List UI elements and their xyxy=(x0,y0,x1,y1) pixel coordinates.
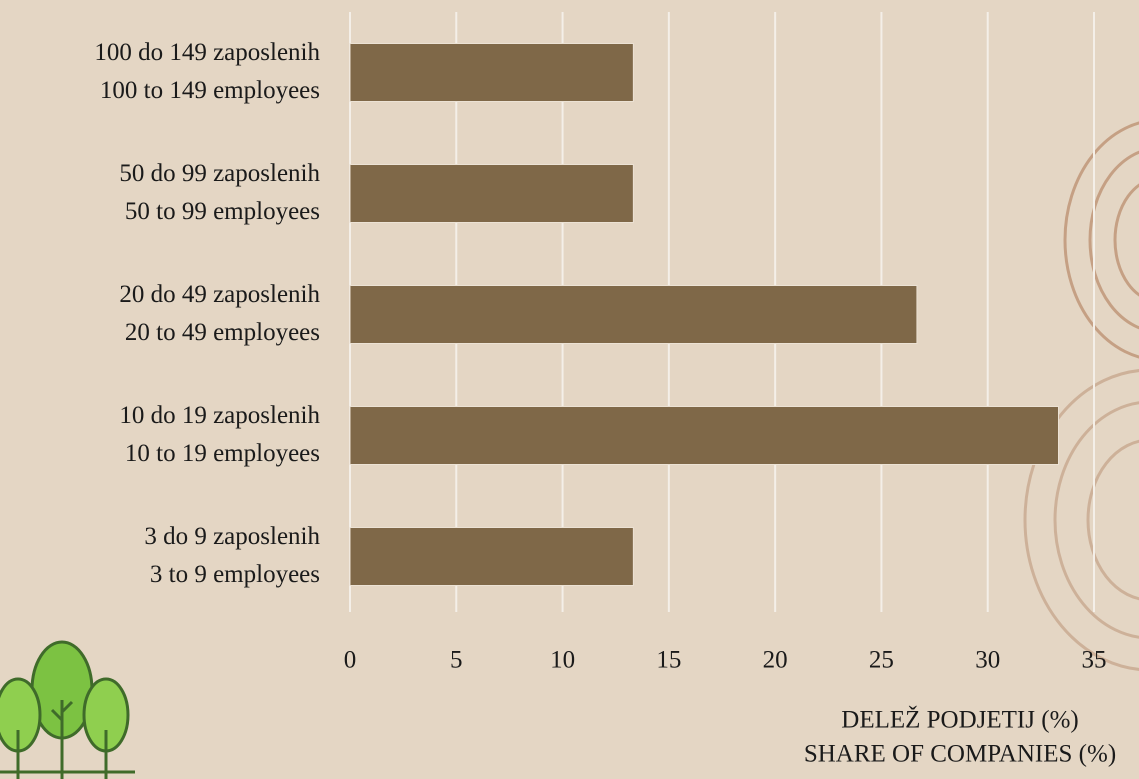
x-tick-label: 30 xyxy=(975,647,1000,674)
x-tick-label: 20 xyxy=(763,647,788,674)
trees-icon xyxy=(0,640,135,779)
y-tick-label: 100 do 149 zaposlenih xyxy=(94,39,320,66)
x-tick-label: 10 xyxy=(550,647,575,674)
y-tick-label: 3 to 9 employees xyxy=(150,561,320,588)
x-axis-label: DELEŽ PODJETIJ (%) xyxy=(841,706,1078,734)
bar xyxy=(349,43,634,102)
y-tick-label: 50 do 99 zaposlenih xyxy=(119,160,320,187)
bar xyxy=(349,164,634,223)
bar xyxy=(349,406,1060,465)
x-tick-label: 25 xyxy=(869,647,894,674)
bar xyxy=(349,527,634,586)
x-tick-label: 5 xyxy=(450,647,463,674)
y-tick-label: 10 do 19 zaposlenih xyxy=(119,402,320,429)
x-tick-label: 0 xyxy=(344,647,357,674)
y-tick-label: 20 do 49 zaposlenih xyxy=(119,281,320,308)
x-tick-label: 35 xyxy=(1082,647,1107,674)
y-tick-label: 10 to 19 employees xyxy=(125,440,320,467)
x-axis-label: SHARE OF COMPANIES (%) xyxy=(804,741,1116,768)
y-tick-label: 100 to 149 employees xyxy=(100,77,320,104)
y-tick-label: 20 to 49 employees xyxy=(125,319,320,346)
x-tick-label: 15 xyxy=(656,647,681,674)
bar xyxy=(349,285,918,344)
tree-rings xyxy=(1023,121,1139,671)
y-tick-label: 50 to 99 employees xyxy=(125,198,320,225)
y-tick-label: 3 do 9 zaposlenih xyxy=(144,523,320,550)
